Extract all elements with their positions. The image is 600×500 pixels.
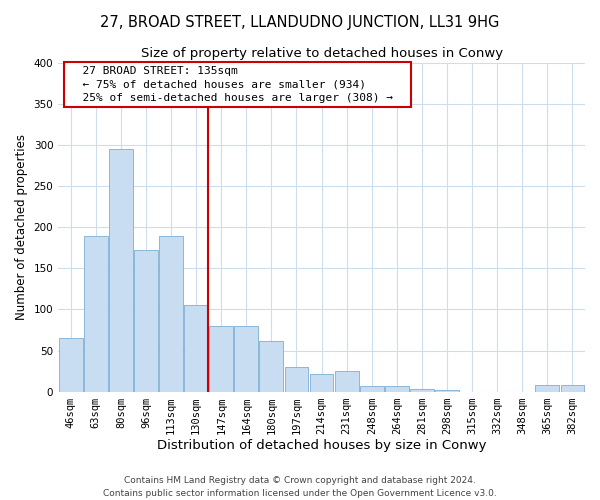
Text: 27 BROAD STREET: 135sqm
  ← 75% of detached houses are smaller (934)
  25% of se: 27 BROAD STREET: 135sqm ← 75% of detache… bbox=[69, 66, 406, 102]
Bar bbox=[235, 326, 258, 392]
Bar bbox=[209, 326, 233, 392]
Text: Contains HM Land Registry data © Crown copyright and database right 2024.
Contai: Contains HM Land Registry data © Crown c… bbox=[103, 476, 497, 498]
Bar bbox=[159, 236, 183, 392]
X-axis label: Distribution of detached houses by size in Conwy: Distribution of detached houses by size … bbox=[157, 440, 487, 452]
Bar bbox=[134, 250, 158, 392]
Bar bbox=[284, 367, 308, 392]
Title: Size of property relative to detached houses in Conwy: Size of property relative to detached ho… bbox=[140, 48, 503, 60]
Bar bbox=[335, 371, 359, 392]
Bar bbox=[59, 338, 83, 392]
Bar bbox=[360, 386, 383, 392]
Bar bbox=[560, 385, 584, 392]
Y-axis label: Number of detached properties: Number of detached properties bbox=[15, 134, 28, 320]
Bar bbox=[310, 374, 334, 392]
Bar bbox=[84, 236, 108, 392]
Bar bbox=[410, 389, 434, 392]
Text: 27, BROAD STREET, LLANDUDNO JUNCTION, LL31 9HG: 27, BROAD STREET, LLANDUDNO JUNCTION, LL… bbox=[100, 15, 500, 30]
Bar bbox=[184, 306, 208, 392]
Bar bbox=[259, 340, 283, 392]
Bar bbox=[385, 386, 409, 392]
Bar bbox=[435, 390, 459, 392]
Bar bbox=[109, 150, 133, 392]
Bar bbox=[535, 385, 559, 392]
